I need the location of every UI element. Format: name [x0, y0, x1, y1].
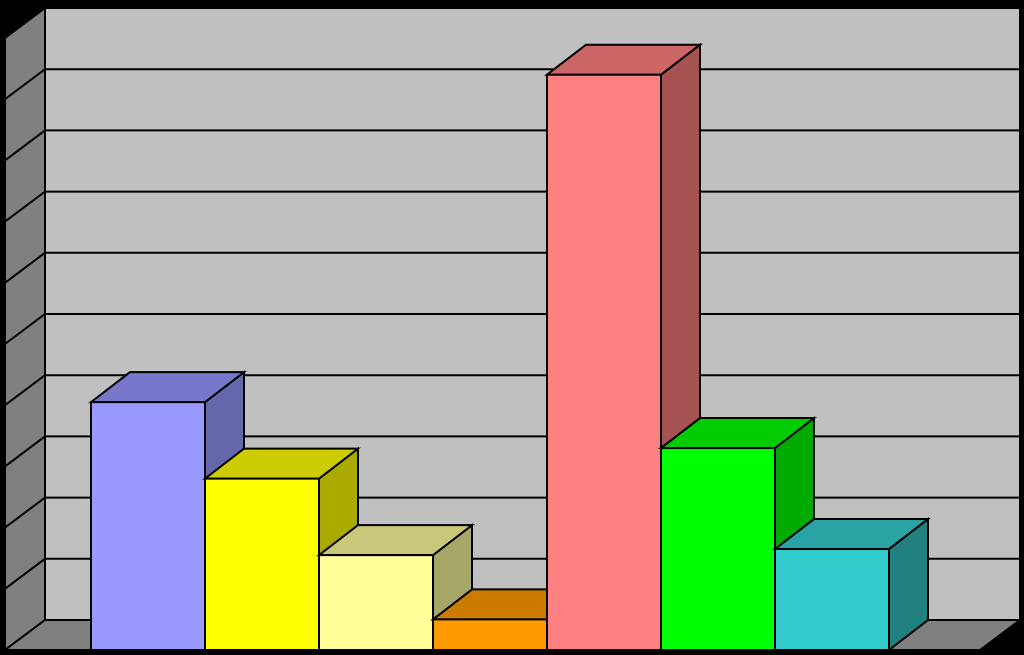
bar	[772, 516, 931, 653]
bar-front	[318, 554, 434, 652]
bar	[202, 446, 361, 653]
bar-front	[204, 477, 320, 652]
bar-front	[546, 73, 662, 652]
bar-front	[432, 618, 548, 652]
bar-front	[90, 401, 206, 652]
bar-front	[660, 447, 776, 652]
bar-front	[774, 548, 890, 652]
bars	[88, 42, 931, 653]
